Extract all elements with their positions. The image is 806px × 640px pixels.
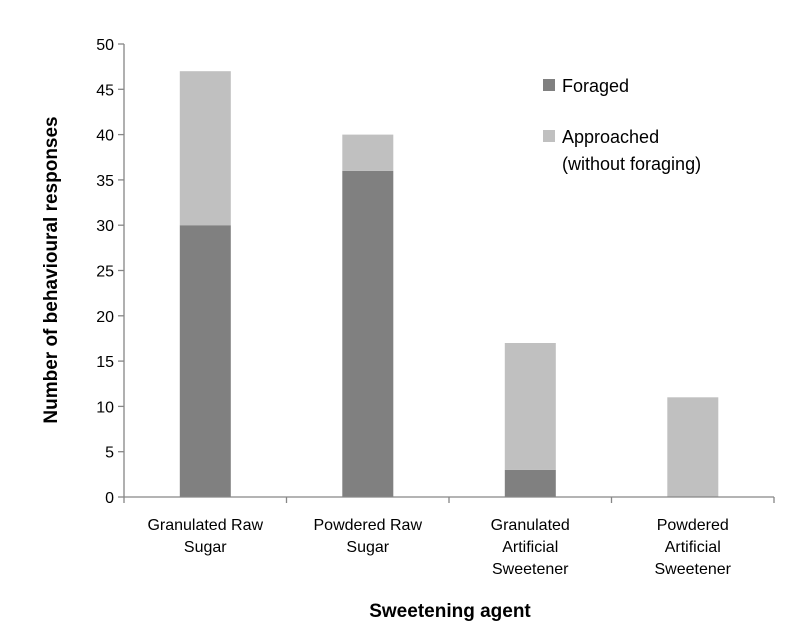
legend-label-foraged: Foraged: [562, 76, 629, 96]
y-tick-label: 5: [105, 445, 114, 462]
y-tick-label: 20: [96, 309, 114, 326]
y-tick-label: 10: [96, 399, 114, 416]
y-tick-label: 30: [96, 218, 114, 235]
bar-foraged-1: [342, 170, 394, 498]
bar-approached-3: [667, 397, 719, 497]
y-tick-label: 45: [96, 82, 114, 99]
y-axis-title: Number of behavioural responses: [41, 116, 62, 423]
bar-approached-0: [179, 71, 231, 226]
x-labels-group: Granulated Raw Sugar Powdered Raw Sugar Gran…: [147, 517, 731, 578]
y-tick-label: 35: [96, 173, 114, 190]
x-tick-label: Powdered Raw Sugar: [314, 517, 423, 556]
legend-swatch-approached: [543, 130, 555, 142]
legend: Foraged Approached (without foraging): [543, 76, 701, 174]
bar-approached-1: [342, 134, 394, 171]
bar-foraged-0: [179, 225, 231, 497]
bar-foraged-2: [504, 469, 556, 497]
legend-label-approached: Approached (without foraging): [562, 127, 701, 174]
y-tick-label: 0: [105, 490, 114, 507]
y-tick-label: 50: [96, 37, 114, 54]
x-tick-label: Powdered Artificial Sweetener: [655, 517, 732, 578]
bars-group: [179, 71, 719, 498]
x-tick-label: Granulated Artificial Sweetener: [491, 517, 570, 578]
y-tick-label: 40: [96, 128, 114, 145]
legend-swatch-foraged: [543, 79, 555, 91]
x-axis-title: Sweetening agent: [369, 601, 531, 622]
y-tick-label: 15: [96, 354, 114, 371]
y-tick-label: 25: [96, 264, 114, 281]
x-tick-label: Granulated Raw Sugar: [147, 517, 263, 556]
y-ticks-group: 0 5 10 15 20 25 30 35 40 45 50: [96, 37, 124, 507]
bar-approached-2: [504, 343, 556, 470]
